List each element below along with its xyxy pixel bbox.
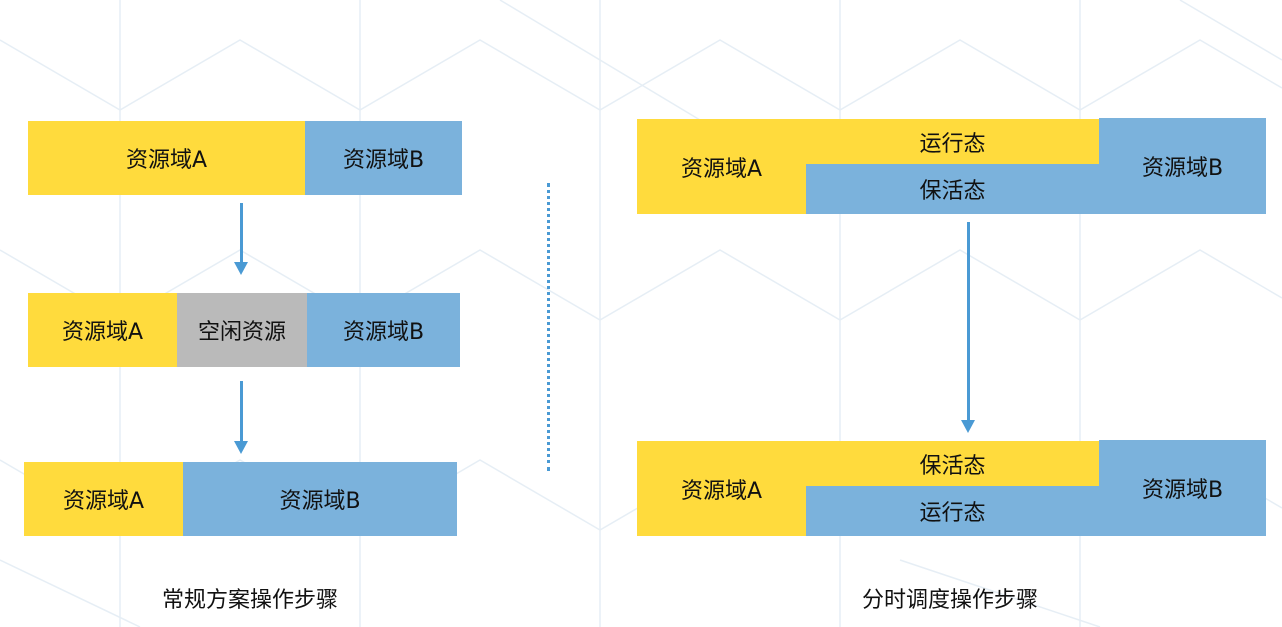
arrow-down-icon xyxy=(234,203,248,275)
left-step1-domain-b: 资源域B xyxy=(305,121,462,195)
right-step2-domain-b: 资源域B xyxy=(1099,440,1266,536)
right-step1-keepalive-state: 保活态 xyxy=(806,164,1099,214)
divider-dotted-line xyxy=(547,183,550,471)
left-step1-domain-a: 资源域A xyxy=(28,121,305,195)
right-step1-running-state: 运行态 xyxy=(806,119,1099,164)
left-step3-domain-b: 资源域B xyxy=(183,462,457,536)
right-step1-domain-b: 资源域B xyxy=(1099,118,1266,214)
right-step2-keepalive-state: 保活态 xyxy=(806,441,1099,486)
left-step2-domain-a: 资源域A xyxy=(28,293,177,367)
arrow-down-icon xyxy=(961,222,975,433)
left-step3-domain-a: 资源域A xyxy=(24,462,183,536)
right-step1-domain-a: 资源域A xyxy=(637,119,806,214)
arrow-down-icon xyxy=(234,381,248,454)
left-caption: 常规方案操作步骤 xyxy=(161,588,338,613)
right-caption: 分时调度操作步骤 xyxy=(861,588,1038,613)
left-step2-idle-resource: 空闲资源 xyxy=(177,293,307,367)
left-step2-domain-b: 资源域B xyxy=(307,293,460,367)
right-step2-running-state: 运行态 xyxy=(806,486,1099,536)
right-step2-domain-a: 资源域A xyxy=(637,441,806,536)
